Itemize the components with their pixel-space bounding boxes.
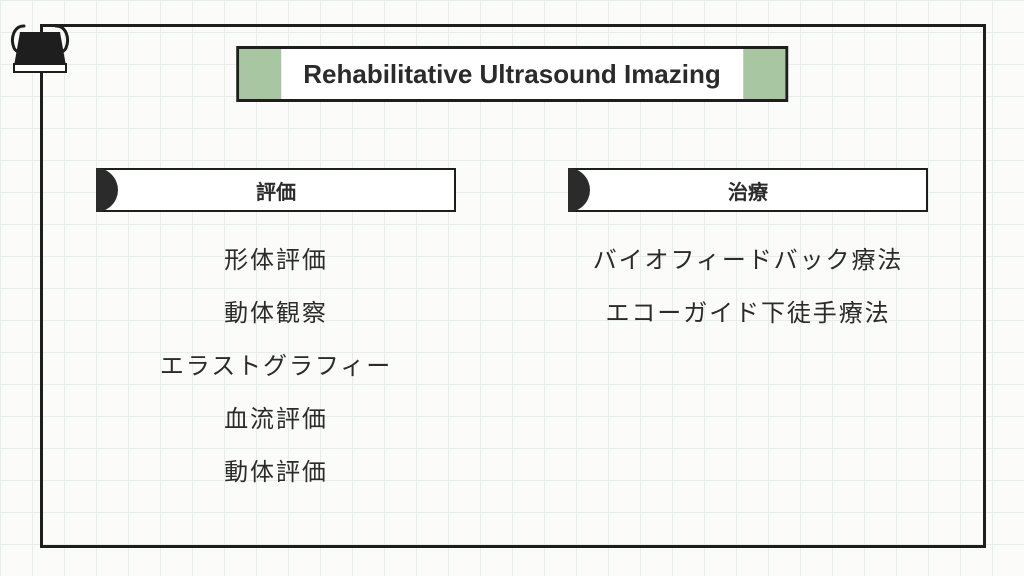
list-item: 血流評価 [224, 399, 328, 434]
column-header: 治療 [568, 168, 928, 212]
list-item: 動体観察 [224, 293, 328, 328]
page-title: Rehabilitative Ultrasound Imazing [281, 49, 743, 99]
item-list: バイオフィードバック療法 エコーガイド下徒手療法 [593, 240, 904, 328]
binder-clip-icon [6, 14, 74, 84]
title-cap-left [239, 49, 281, 99]
column-header: 評価 [96, 168, 456, 212]
list-item: エコーガイド下徒手療法 [605, 293, 890, 328]
title-bar: Rehabilitative Ultrasound Imazing [236, 46, 788, 102]
list-item: 動体評価 [224, 452, 328, 487]
column-header-label: 評価 [256, 176, 296, 205]
column-evaluation: 評価 形体評価 動体観察 エラストグラフィー 血流評価 動体評価 [80, 168, 472, 487]
title-cap-right [743, 49, 785, 99]
list-item: エラストグラフィー [160, 346, 392, 381]
header-tab-icon [96, 168, 118, 212]
list-item: 形体評価 [224, 240, 328, 275]
columns-container: 評価 形体評価 動体観察 エラストグラフィー 血流評価 動体評価 治療 バイオフ… [80, 168, 944, 487]
list-item: バイオフィードバック療法 [593, 240, 904, 275]
column-header-label: 治療 [728, 176, 768, 205]
column-treatment: 治療 バイオフィードバック療法 エコーガイド下徒手療法 [552, 168, 944, 487]
item-list: 形体評価 動体観察 エラストグラフィー 血流評価 動体評価 [160, 240, 392, 487]
header-tab-icon [568, 168, 590, 212]
